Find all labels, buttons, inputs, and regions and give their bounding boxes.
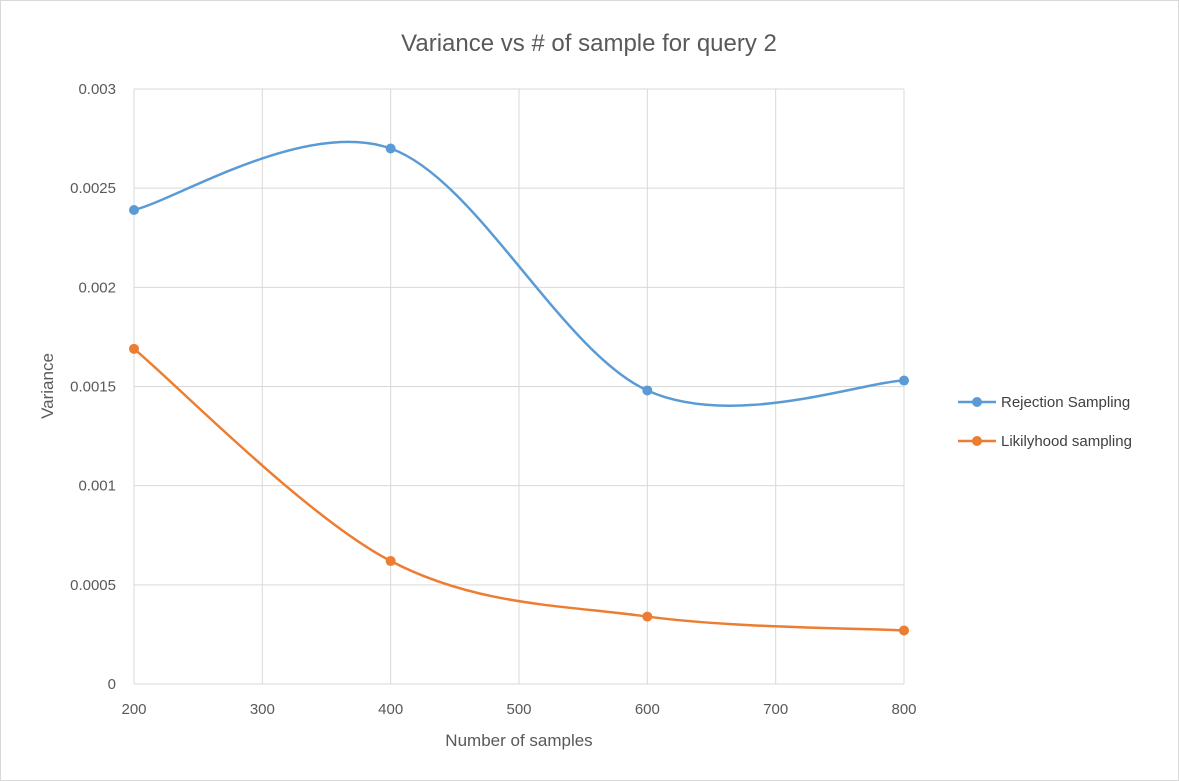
legend: Rejection Sampling Likilyhood sampling	[958, 394, 1132, 450]
chart-title: Variance vs # of sample for query 2	[401, 30, 777, 57]
series-lines	[129, 140, 909, 636]
x-axis-title: Number of samples	[445, 731, 592, 750]
data-point	[899, 375, 909, 386]
data-point	[642, 385, 653, 396]
gridlines	[133, 88, 905, 685]
legend-item: Likilyhood sampling	[958, 433, 1132, 450]
series-line	[133, 140, 905, 407]
x-tick-label: 800	[891, 701, 916, 718]
data-point	[899, 625, 909, 636]
y-tick-label: 0.0025	[70, 180, 116, 197]
y-tick-label: 0.0015	[70, 379, 116, 396]
x-tick-label: 500	[506, 701, 531, 718]
y-tick-label: 0.003	[78, 81, 116, 98]
y-tick-label: 0.0005	[70, 577, 116, 594]
legend-label: Likilyhood sampling	[1001, 433, 1132, 450]
y-tick-label: 0.001	[78, 478, 116, 495]
data-point	[129, 204, 139, 215]
x-tick-label: 300	[250, 701, 275, 718]
y-tick-label: 0	[108, 676, 116, 693]
series-0	[129, 140, 909, 407]
series-1	[129, 343, 909, 636]
data-point	[385, 556, 396, 567]
series-line	[133, 347, 905, 632]
legend-item: Rejection Sampling	[958, 394, 1130, 411]
x-tick-label: 600	[635, 701, 660, 718]
data-point	[642, 611, 653, 622]
legend-marker	[972, 436, 982, 446]
tick-labels: 200 300 400 500 600 700 800 0 0.0005 0.001 0.0015 0…	[70, 81, 916, 718]
x-tick-label: 400	[378, 701, 403, 718]
y-axis-title: Variance	[38, 353, 57, 419]
x-tick-label: 200	[121, 701, 146, 718]
legend-label: Rejection Sampling	[1001, 394, 1130, 411]
data-point	[129, 343, 139, 354]
y-tick-label: 0.002	[78, 279, 116, 296]
data-point	[385, 143, 396, 154]
legend-marker	[972, 397, 982, 407]
x-tick-label: 700	[763, 701, 788, 718]
